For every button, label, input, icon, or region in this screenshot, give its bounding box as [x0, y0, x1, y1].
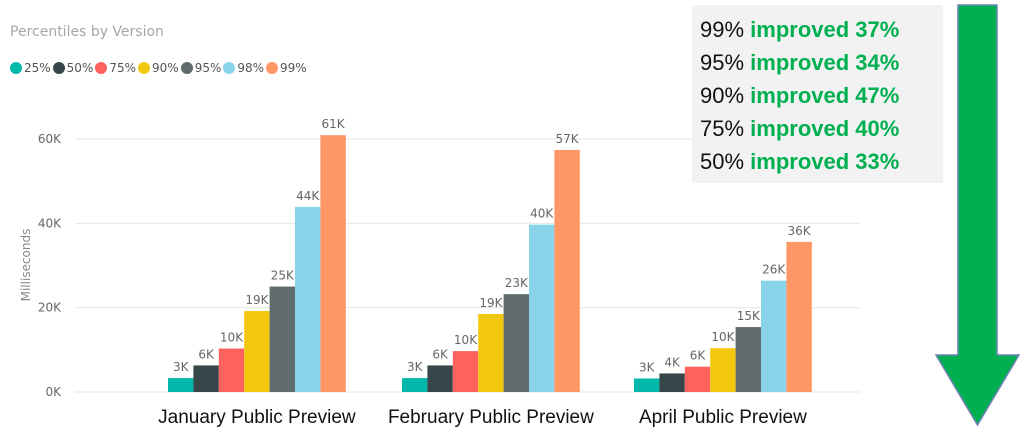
bar: [735, 327, 761, 392]
bar: [634, 378, 660, 392]
bar: [218, 348, 245, 392]
legend-marker: [223, 62, 236, 74]
x-tick-label: February Public Preview: [388, 407, 594, 428]
callout-line: 90% improved 47%: [700, 79, 943, 112]
legend-item[interactable]: 98%: [223, 61, 264, 75]
legend-marker: [266, 62, 279, 74]
x-tick-label: April Public Preview: [639, 407, 807, 428]
data-label: 44K: [296, 189, 320, 203]
data-label: 19K: [479, 296, 503, 310]
legend-label: 25%: [24, 61, 51, 75]
legend-marker: [138, 62, 151, 74]
improvement-callout: 99% improved 37% 95% improved 34% 90% im…: [692, 5, 943, 183]
x-tick-label: January Public Preview: [158, 407, 356, 428]
y-tick-label: 60K: [38, 132, 62, 146]
legend-label: 98%: [237, 61, 265, 75]
bar: [684, 366, 711, 392]
bar: [659, 373, 685, 392]
bar: [320, 135, 346, 392]
bar: [452, 351, 479, 392]
callout-improvement: improved 33%: [750, 149, 900, 174]
data-label: 57K: [556, 132, 580, 146]
bar: [478, 313, 504, 392]
bar: [244, 311, 270, 392]
data-label: 6K: [432, 347, 449, 361]
data-label: 3K: [639, 361, 656, 375]
bar: [503, 294, 529, 392]
callout-percentile: 95%: [700, 50, 745, 75]
bar: [761, 280, 787, 392]
legend-marker: [10, 62, 22, 74]
data-label: 25K: [271, 269, 295, 283]
callout-line: 99% improved 37%: [700, 13, 943, 46]
data-label: 3K: [407, 360, 424, 374]
callout-percentile: 90%: [700, 83, 745, 108]
data-label: 10K: [220, 331, 244, 345]
legend-label: 90%: [152, 61, 179, 75]
data-label: 10K: [711, 330, 735, 344]
y-tick-label: 20K: [38, 301, 62, 315]
callout-percentile: 50%: [700, 149, 745, 174]
legend-item[interactable]: 99%: [266, 61, 307, 75]
data-label: 10K: [454, 333, 478, 347]
legend-label: 50%: [66, 61, 94, 75]
y-tick-label: 40K: [38, 216, 62, 230]
data-label: 6K: [198, 347, 215, 361]
bar: [710, 348, 736, 392]
legend-item[interactable]: 95%: [180, 61, 222, 75]
data-label: 4K: [664, 355, 681, 369]
legend-marker: [52, 62, 65, 74]
data-label: 3K: [173, 360, 190, 374]
bar: [402, 378, 428, 392]
legend-item[interactable]: 75%: [95, 61, 136, 75]
callout-improvement: improved 34%: [750, 50, 900, 75]
bar: [786, 241, 812, 392]
legend-marker: [95, 62, 108, 74]
legend: 25% 50% 75% 90% 95% 98% 99%: [10, 61, 309, 75]
callout-improvement: improved 40%: [750, 116, 900, 141]
legend-item[interactable]: 50%: [52, 61, 94, 75]
bar: [168, 378, 194, 392]
bar: [295, 206, 321, 392]
data-label: 40K: [530, 207, 554, 221]
bar: [269, 286, 295, 392]
bar: [427, 365, 453, 392]
callout-line: 95% improved 34%: [700, 46, 943, 79]
down-arrow-icon: [934, 4, 1021, 427]
chart-title: Percentiles by Version: [10, 24, 164, 40]
data-label: 26K: [762, 263, 786, 277]
callout-line: 50% improved 33%: [700, 145, 943, 178]
legend-label: 75%: [109, 61, 137, 75]
data-label: 15K: [737, 309, 761, 323]
callout-line: 75% improved 40%: [700, 112, 943, 145]
legend-marker: [180, 62, 193, 74]
callout-percentile: 75%: [700, 116, 745, 141]
y-tick-label: 0K: [45, 385, 62, 399]
y-axis-label: Milliseconds: [19, 229, 33, 302]
callout-percentile: 99%: [700, 17, 745, 42]
data-label: 36K: [788, 224, 812, 238]
bar: [554, 149, 580, 392]
data-label: 19K: [245, 293, 269, 307]
legend-label: 95%: [194, 61, 222, 75]
callout-improvement: improved 47%: [750, 83, 900, 108]
bar: [529, 224, 555, 392]
bar: [193, 365, 219, 392]
callout-improvement: improved 37%: [750, 17, 900, 42]
data-label: 6K: [690, 349, 707, 363]
data-label: 61K: [322, 117, 346, 131]
legend-item[interactable]: 90%: [138, 61, 179, 75]
legend-label: 99%: [280, 61, 307, 75]
legend-item[interactable]: 25%: [10, 61, 51, 75]
data-label: 23K: [505, 276, 529, 290]
